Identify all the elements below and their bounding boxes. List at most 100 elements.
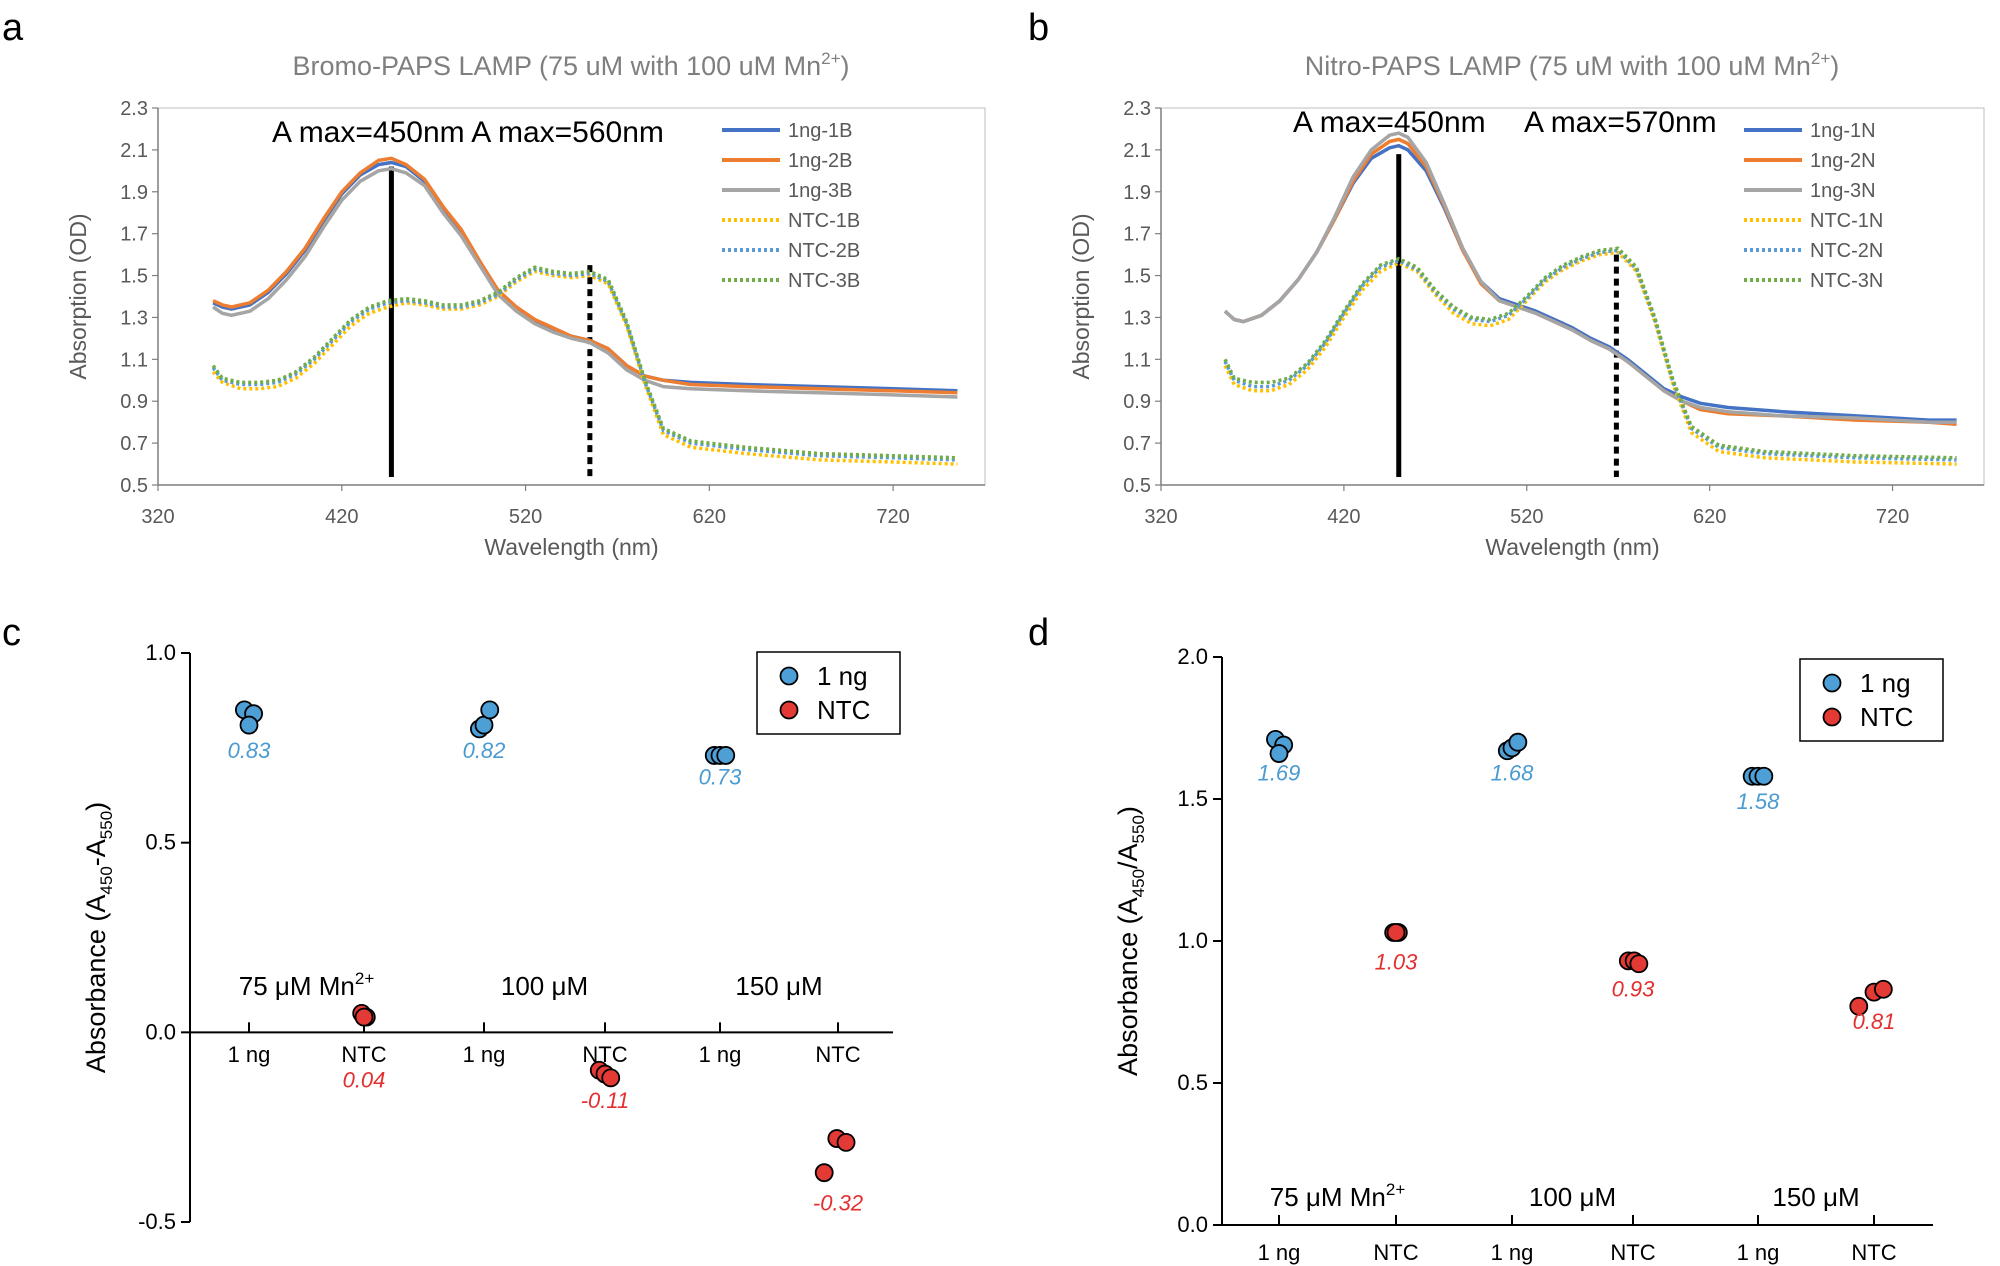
legend-entry: NTC — [1860, 702, 1913, 732]
point-ntc — [1386, 923, 1406, 942]
y-tick-label: 0.0 — [145, 1019, 176, 1044]
y-label-mid: /A — [1113, 843, 1143, 869]
y-label-sub: 550 — [97, 811, 116, 839]
point-1ng — [480, 700, 500, 720]
x-tick-label: 520 — [1510, 506, 1543, 528]
point-ntc — [601, 1068, 621, 1088]
mean-value-label: -0.32 — [813, 1191, 863, 1216]
legend-entry: NTC-3N — [1810, 270, 1883, 292]
x-category-label: 1 ng — [228, 1042, 271, 1067]
legend-entry: 1 ng — [817, 661, 868, 691]
point-1ng — [1269, 744, 1289, 763]
point-ntc — [836, 1132, 856, 1152]
y-tick-label: 0.9 — [120, 391, 148, 413]
x-tick-label: 720 — [876, 506, 909, 528]
y-tick-label: 0.5 — [120, 475, 148, 497]
y-axis-label: Absorption (OD) — [1068, 213, 1094, 379]
mean-value-label: 1.58 — [1737, 789, 1781, 814]
legend: 1ng-1B 1ng-2B 1ng-3B NTC-1B NTC-2B NTC-3B — [722, 120, 860, 292]
y-tick-label: 1.1 — [120, 349, 148, 371]
y-label-sub: 450 — [97, 866, 116, 894]
group-label-main: 100 μM — [1529, 1182, 1616, 1212]
mean-value-label: 0.73 — [699, 765, 743, 790]
panel-letter: c — [2, 612, 21, 654]
y-label-end: ) — [81, 802, 111, 811]
chart-title-sup: 2+ — [821, 49, 840, 68]
y-tick-label: -0.5 — [138, 1209, 176, 1234]
series-NTC-2B — [211, 267, 958, 462]
y-tick-label: 0.7 — [120, 433, 148, 455]
y-tick-label: 2.3 — [120, 98, 148, 120]
mean-value-label: 1.03 — [1375, 949, 1419, 974]
point-1ng — [1754, 766, 1774, 786]
legend: 1 ng NTC — [756, 651, 901, 735]
x-axis-label: Wavelength (nm) — [484, 534, 658, 560]
legend-entry: 1ng-3N — [1810, 180, 1876, 202]
legend-entry: NTC-2N — [1810, 240, 1883, 262]
mean-value-label: 1.68 — [1491, 761, 1535, 786]
legend-entry: NTC-1N — [1810, 210, 1883, 232]
group-label-main: 150 μM — [1772, 1182, 1859, 1212]
y-tick-label: 1.7 — [1123, 224, 1151, 246]
chart-title-sup: 2+ — [1811, 49, 1830, 68]
series-1ng-3N — [1223, 131, 1957, 424]
y-label-end: ) — [1113, 806, 1143, 815]
group-label-main: 75 μM Mn — [239, 971, 355, 1001]
y-axis-label: Absorbance (A450/A550) — [1113, 806, 1148, 1076]
point-ntc — [354, 1007, 374, 1027]
chart-title: Nitro-PAPS LAMP (75 uM with 100 uM Mn2+) — [1305, 49, 1840, 81]
point-ntc — [1873, 979, 1893, 999]
y-tick-label: 1.3 — [120, 307, 148, 329]
panel-letter: d — [1028, 612, 1049, 654]
legend-entry: 1ng-2B — [788, 150, 853, 172]
x-category-label: NTC — [341, 1042, 386, 1067]
legend-entry: 1ng-1N — [1810, 120, 1876, 142]
panel-d: d 0.0 0.5 1.0 1.5 2.0 Absorbance (A450/A550) 1 … — [1028, 612, 1944, 1265]
annotation-amax: A max=570nm — [1524, 106, 1717, 139]
y-label-main: Absorbance (A — [1113, 897, 1143, 1076]
legend-entry: 1 ng — [1860, 668, 1911, 698]
chart-title-main: Nitro-PAPS LAMP (75 uM with 100 uM Mn — [1305, 51, 1811, 81]
plot-frame — [157, 107, 986, 486]
annotation-amax: A max=450nm A max=560nm — [272, 116, 664, 149]
y-label-sub: 550 — [1129, 815, 1148, 843]
series-NTC-3N — [1223, 246, 1957, 460]
legend: 1 ng NTC — [1799, 658, 1944, 742]
y-tick-label: 2.1 — [120, 140, 148, 162]
y-tick-label: 0.5 — [1123, 475, 1151, 497]
x-axis-label: Wavelength (nm) — [1485, 534, 1659, 560]
x-tick-label: 320 — [141, 506, 174, 528]
y-tick-label: 1.5 — [1123, 266, 1151, 288]
x-tick-label: 620 — [693, 506, 726, 528]
y-label-mid: -A — [81, 839, 111, 866]
x-tick-label: 520 — [509, 506, 542, 528]
legend-box — [1799, 658, 1944, 742]
group-label-main: 100 μM — [501, 971, 588, 1001]
y-tick-label: 0.5 — [145, 830, 176, 855]
panel-c: c -0.5 0.0 0.5 1.0 Absorbance (A450-A550) 1 ng… — [2, 612, 901, 1234]
legend-entry: NTC — [817, 695, 870, 725]
group-label: 150 μM — [735, 971, 822, 1001]
series-NTC-1B — [211, 269, 958, 466]
y-axis-label: Absorbance (A450-A550) — [81, 802, 116, 1073]
point-1ng — [1508, 732, 1528, 752]
x-category-label: NTC — [1851, 1240, 1896, 1265]
group-label-sup: 2+ — [355, 969, 374, 988]
legend: 1ng-1N 1ng-2N 1ng-3N NTC-1N NTC-2N NTC-3N — [1744, 120, 1883, 292]
mean-value-label: 0.83 — [228, 738, 272, 763]
chart-title: Bromo-PAPS LAMP (75 uM with 100 uM Mn2+) — [292, 49, 849, 81]
legend-entry: 1ng-3B — [788, 180, 853, 202]
point-1ng — [239, 715, 259, 735]
legend-entry: NTC-2B — [788, 240, 860, 262]
mean-value-label: 1.69 — [1258, 761, 1301, 786]
mean-value-label: 0.04 — [343, 1067, 386, 1092]
legend-box — [756, 651, 901, 735]
group-label-main: 150 μM — [735, 971, 822, 1001]
mean-value-label: 0.82 — [463, 738, 506, 763]
x-category-label: NTC — [1610, 1240, 1655, 1265]
panel-a: a Bromo-PAPS LAMP (75 uM with 100 uM Mn2+… — [2, 7, 986, 560]
legend-marker — [1822, 673, 1842, 693]
y-tick-label: 2.0 — [1177, 644, 1208, 669]
y-tick-label: 0.9 — [1123, 391, 1151, 413]
y-tick-label: 0.7 — [1123, 433, 1151, 455]
